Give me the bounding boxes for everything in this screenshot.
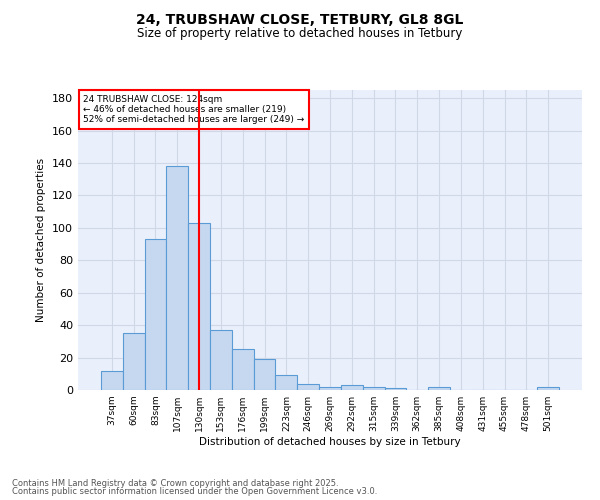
Bar (537, 387, 559, 390)
Bar (166, 166, 188, 390)
Bar (123, 333, 145, 390)
Bar (232, 350, 254, 390)
Bar (254, 359, 275, 390)
Text: Size of property relative to detached houses in Tetbury: Size of property relative to detached ho… (137, 28, 463, 40)
X-axis label: Distribution of detached houses by size in Tetbury: Distribution of detached houses by size … (199, 437, 461, 447)
Text: Contains HM Land Registry data © Crown copyright and database right 2025.: Contains HM Land Registry data © Crown c… (12, 478, 338, 488)
Bar (297, 384, 319, 390)
Bar (210, 330, 232, 390)
Bar (101, 370, 123, 390)
Bar (341, 385, 363, 390)
Text: Contains public sector information licensed under the Open Government Licence v3: Contains public sector information licen… (12, 487, 377, 496)
Bar (428, 387, 450, 390)
Y-axis label: Number of detached properties: Number of detached properties (37, 158, 46, 322)
Bar (363, 387, 385, 390)
Bar (275, 376, 297, 390)
Bar (145, 239, 166, 390)
Bar (385, 388, 406, 390)
Bar (188, 223, 210, 390)
Text: 24 TRUBSHAW CLOSE: 124sqm
← 46% of detached houses are smaller (219)
52% of semi: 24 TRUBSHAW CLOSE: 124sqm ← 46% of detac… (83, 94, 304, 124)
Bar (319, 387, 341, 390)
Text: 24, TRUBSHAW CLOSE, TETBURY, GL8 8GL: 24, TRUBSHAW CLOSE, TETBURY, GL8 8GL (136, 12, 464, 26)
